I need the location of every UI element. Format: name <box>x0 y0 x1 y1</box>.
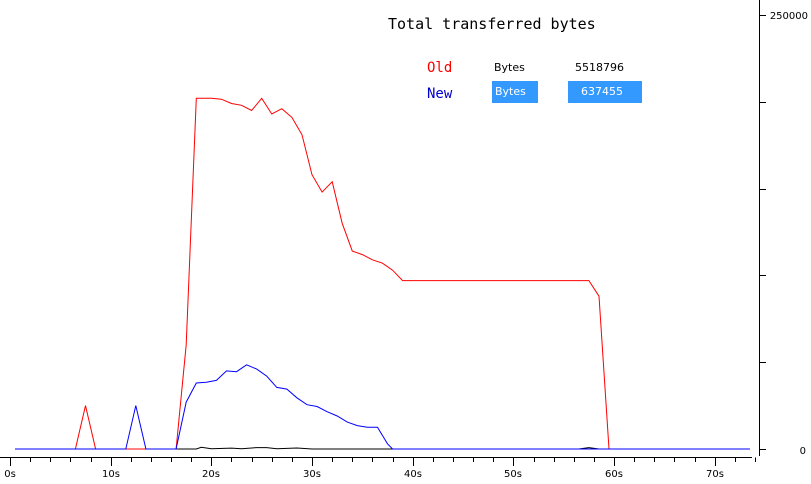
x-tick-label: 10s <box>102 469 120 480</box>
legend-new-name[interactable]: New <box>427 86 453 102</box>
y-tick-label-bottom: 0 <box>800 446 806 457</box>
legend-new-total[interactable]: 637455 <box>568 81 642 103</box>
legend-old-unit[interactable]: Bytes <box>494 61 525 74</box>
x-tick-label: 60s <box>605 469 623 480</box>
x-tick-label: 30s <box>303 469 321 480</box>
x-tick-label: 20s <box>202 469 220 480</box>
series-line-new <box>15 364 750 450</box>
y-tick-label-top: 250000 <box>770 11 808 22</box>
x-tick-label: 40s <box>404 469 422 480</box>
x-tick-label: 50s <box>504 469 522 480</box>
chart-title: Total transferred bytes <box>388 15 596 33</box>
x-tick-label: 70s <box>706 469 724 480</box>
series-lines-layer <box>15 97 750 450</box>
series-line-old <box>15 97 750 450</box>
legend-new-unit[interactable]: Bytes <box>492 81 538 103</box>
legend-old-name[interactable]: Old <box>427 60 453 76</box>
series-line-baseline <box>15 446 750 450</box>
legend-old-total[interactable]: 5518796 <box>575 61 624 74</box>
x-tick-label: 0s <box>4 469 16 480</box>
